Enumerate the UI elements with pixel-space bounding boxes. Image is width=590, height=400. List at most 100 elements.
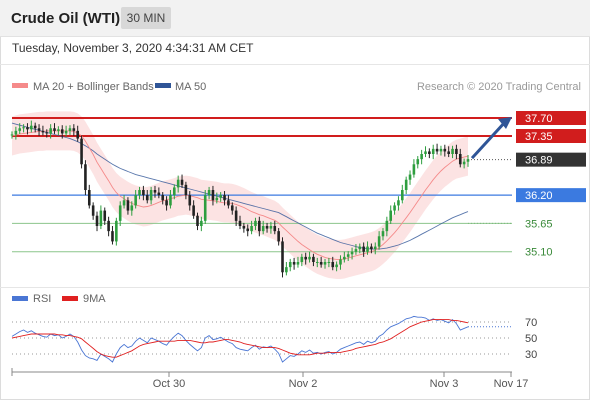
candle-body [420,154,423,160]
candle-body [296,262,300,265]
candle-body [60,129,64,134]
projection-arrow [470,119,508,160]
candle-body [393,205,396,211]
candle-body [466,159,470,162]
candle-body [72,128,76,131]
interval-badge[interactable]: 30 MIN [121,7,171,29]
candle-body [76,130,79,139]
level-tag-37.70 [516,111,586,125]
candle-body [87,190,91,206]
candle-body [33,125,37,129]
candle-body [335,264,338,268]
candle-body [385,220,389,232]
candle-body [242,226,246,229]
level-label-35.10: 35.10 [525,247,553,259]
candle-body [30,125,33,130]
candle-body [327,262,331,263]
candle-body [80,138,83,165]
candle-body [184,184,188,196]
rsi-tick-30: 30 [525,349,537,361]
header-bar: Crude Oil (WTI) 30 MIN [0,0,590,37]
candle-body [424,151,427,154]
instrument-title: Crude Oil (WTI) [11,10,121,27]
ma50-legend-label: MA 50 [175,81,206,93]
candle-body [176,179,180,188]
candle-body [215,197,219,201]
candle-body [230,205,234,211]
candle-body [45,132,49,134]
candle-body [397,200,400,206]
last-price-label: 36.89 [525,155,553,167]
candle-body [53,128,56,131]
candle-body [389,210,393,221]
candle-body [343,256,346,260]
candle-body [165,200,168,206]
rsi-tick-70: 70 [525,317,537,329]
candle-body [134,195,137,206]
last-price-tag [516,152,586,167]
rsi-ma-legend-label: 9MA [83,293,106,305]
candle-body [458,154,462,165]
candle-body [219,195,222,198]
candle-body [103,210,107,221]
level-label-36.20: 36.20 [525,190,553,202]
candle-body [145,195,149,201]
candle-body [107,220,110,232]
candle-body [288,262,292,268]
divider [0,64,590,65]
candle-body [346,254,350,257]
candle-body [153,190,157,193]
ma20-legend-label: MA 20 + Bollinger Bands [33,81,154,93]
candle-body [99,210,103,226]
candle-body [312,256,315,262]
candle-body [292,262,296,265]
candle-body [462,161,466,165]
x-tick-label: Nov 2 [289,378,318,390]
candle-body [373,246,377,250]
candle-body [142,190,145,196]
candle-body [37,128,41,131]
candle-body [451,148,454,154]
candle-body [57,129,60,131]
candle-body [308,256,311,260]
candle-body [223,195,226,201]
candle-body [439,148,443,152]
candle-body [261,226,265,232]
candle-body [84,164,87,190]
candle-body [91,205,95,216]
candle-body [447,151,450,154]
candle-body [350,251,354,255]
candle-body [358,246,362,250]
candle-body [258,220,261,232]
candle-body [277,231,280,242]
candle-body [118,205,122,221]
candle-body [238,220,242,226]
candle-body [339,259,342,265]
candle-body [412,164,416,175]
candle-body [377,236,381,247]
candle-body [188,195,192,206]
candle-body [250,226,253,232]
candle-body [207,190,211,196]
rsi-ma-line [11,319,469,358]
candle-body [300,256,304,262]
rsi-legend-swatch [12,296,28,301]
ma20-line [11,130,469,260]
candle-body [203,195,207,221]
candle-body [138,190,141,196]
candle-body [366,246,369,252]
candle-body [18,128,22,131]
candle-body [362,246,365,252]
candle-body [273,226,277,232]
candle-body [14,130,18,135]
candle-body [234,210,238,221]
candle-body [428,151,431,154]
candle-body [370,246,373,250]
candle-body [41,130,45,133]
candle-body [281,241,284,273]
x-tick-label: Nov 17 [494,378,529,390]
level-tag-37.35 [516,129,586,143]
ma50-line [11,122,469,250]
candle-body [196,215,199,226]
candle-body [381,231,385,237]
